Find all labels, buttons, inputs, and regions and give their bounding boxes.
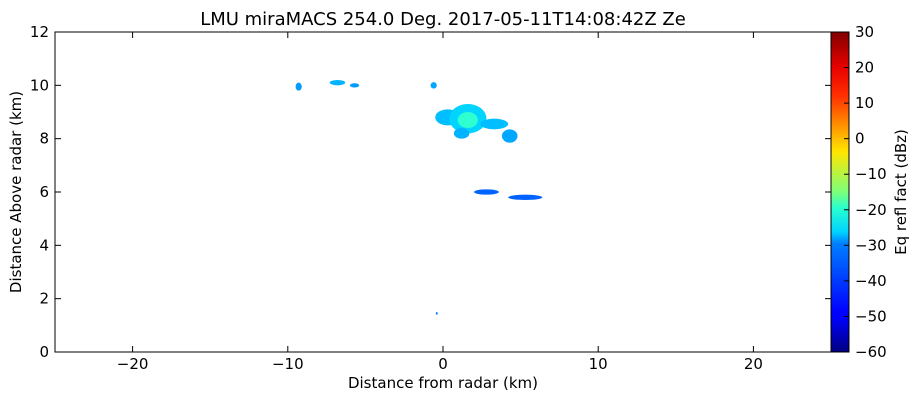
- radar-echo: [435, 312, 438, 315]
- echo-layer: [295, 80, 543, 315]
- radar-echo: [457, 112, 478, 128]
- y-tick-label: 6: [39, 183, 49, 201]
- radar-echo: [474, 189, 499, 195]
- colorbar-tick-label: 30: [855, 23, 874, 41]
- colorbar-tick-label: −30: [855, 236, 887, 254]
- colorbar-ticks: −60 −50 −40 −30 −20 −10 0 10 20 30: [844, 23, 887, 361]
- colorbar-frame: [830, 31, 850, 353]
- colorbar-tick-label: −50: [855, 307, 887, 325]
- radar-echo: [295, 82, 302, 91]
- radar-echo: [508, 194, 543, 200]
- x-tick-label: 20: [744, 355, 763, 373]
- y-tick-label: 4: [39, 236, 49, 254]
- y-tick-label: 10: [30, 76, 49, 94]
- colorbar-tick-label: 20: [855, 59, 874, 77]
- y-tick-label: 2: [39, 290, 49, 308]
- colorbar-tick-label: −20: [855, 201, 887, 219]
- y-axis-label: Distance Above radar (km): [7, 91, 25, 293]
- x-axis-ticks: −20 −10 0 10 20: [117, 32, 763, 373]
- colorbar-tick-label: −60: [855, 343, 887, 361]
- colorbar-tick-label: −40: [855, 272, 887, 290]
- colorbar-tick-label: 0: [855, 130, 865, 148]
- radar-echo: [329, 80, 346, 86]
- x-tick-label: 0: [438, 355, 448, 373]
- x-tick-label: −20: [117, 355, 149, 373]
- colorbar: [831, 32, 849, 352]
- y-tick-label: 0: [39, 343, 49, 361]
- radar-echo: [480, 118, 509, 130]
- x-axis-label: Distance from radar (km): [348, 374, 538, 392]
- y-axis-ticks: 0 2 4 6 8 10 12: [30, 23, 831, 361]
- y-tick-label: 12: [30, 23, 49, 41]
- radar-echo: [501, 129, 518, 143]
- y-tick-label: 8: [39, 130, 49, 148]
- radar-echo: [430, 82, 437, 89]
- radar-echo: [453, 127, 470, 139]
- colorbar-tick-label: 10: [855, 94, 874, 112]
- x-tick-label: −10: [272, 355, 304, 373]
- chart-title: LMU miraMACS 254.0 Deg. 2017-05-11T14:08…: [200, 9, 686, 30]
- x-tick-label: 10: [589, 355, 608, 373]
- colorbar-label: Eq refl fact (dBz): [892, 129, 910, 255]
- radar-echo: [349, 83, 360, 88]
- plot-area: [55, 32, 831, 352]
- colorbar-tick-label: −10: [855, 165, 887, 183]
